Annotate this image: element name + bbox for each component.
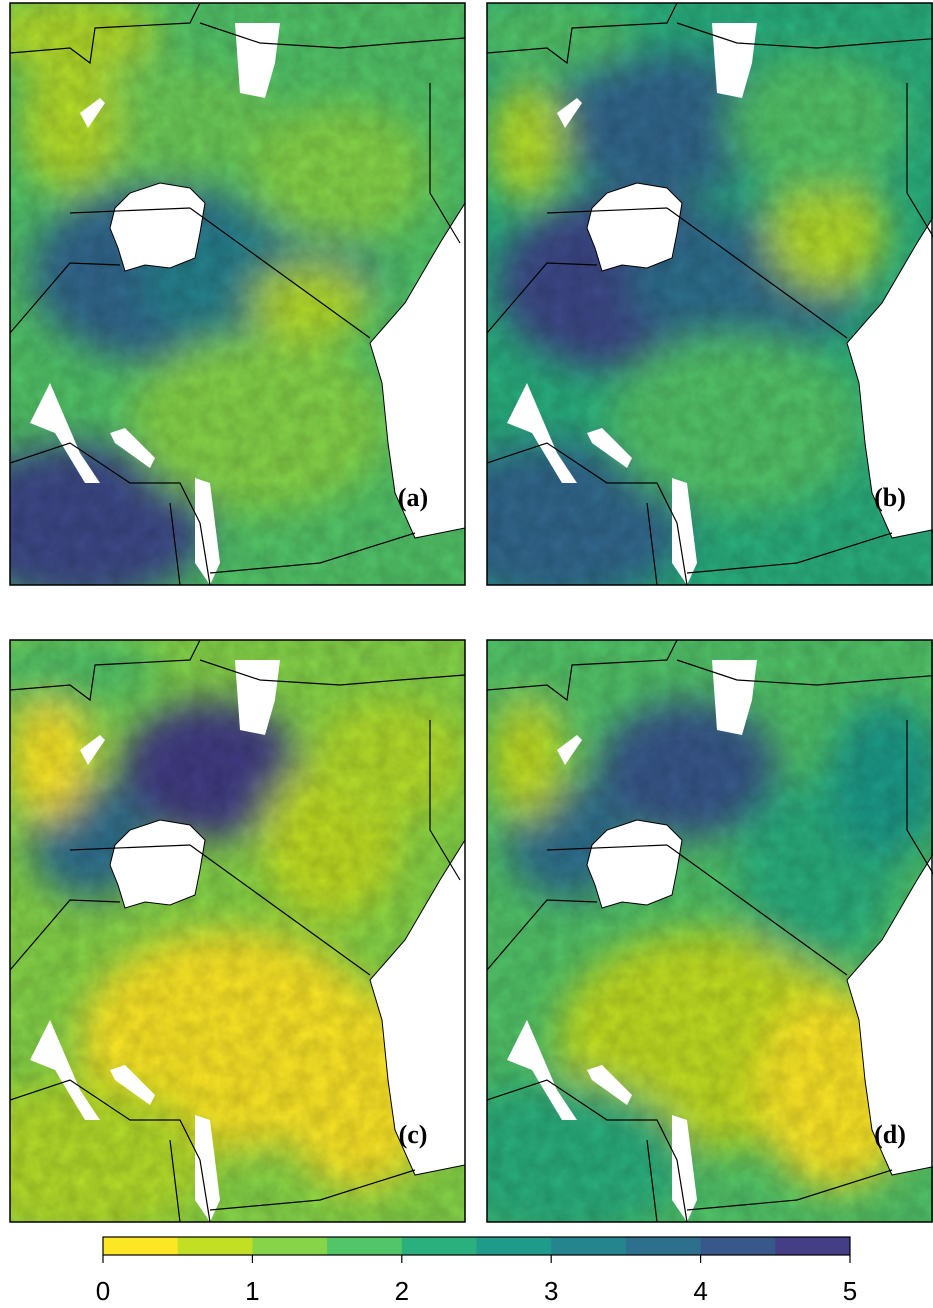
border	[69, 844, 191, 851]
water-body	[507, 383, 577, 483]
border	[169, 1139, 181, 1222]
water-body	[195, 478, 220, 585]
border	[546, 207, 668, 214]
lake-victoria	[586, 182, 683, 272]
border	[429, 83, 461, 244]
border	[10, 442, 211, 585]
border	[429, 720, 461, 881]
border	[487, 1079, 688, 1222]
ocean	[369, 202, 465, 539]
border	[487, 442, 688, 585]
border	[10, 3, 201, 65]
water-body	[110, 1065, 155, 1105]
water-body	[587, 1065, 632, 1105]
ocean	[846, 853, 933, 1176]
water-body	[235, 23, 280, 98]
water-body	[587, 428, 632, 468]
ocean	[846, 216, 933, 539]
panel-label: (b)	[874, 483, 906, 512]
panel-frame	[486, 639, 933, 1223]
colorbar-tick-label: 2	[395, 1276, 409, 1306]
border	[209, 1169, 416, 1211]
border	[169, 502, 181, 585]
panel-label: (c)	[399, 1120, 428, 1149]
border	[209, 532, 416, 574]
lake-victoria	[586, 819, 683, 909]
water-body	[195, 1115, 220, 1222]
border	[676, 659, 933, 686]
border	[189, 207, 371, 339]
border	[646, 502, 658, 585]
colorbar-frame	[102, 1236, 851, 1256]
border	[10, 899, 121, 971]
border	[189, 844, 371, 976]
border	[906, 720, 933, 875]
border	[906, 83, 933, 238]
colorbar-bin	[103, 1237, 179, 1255]
panel-frame	[486, 2, 933, 586]
border	[666, 844, 848, 976]
border	[666, 207, 848, 339]
colorbar-tick-label: 4	[693, 1276, 707, 1306]
panel-frame	[9, 639, 466, 1223]
map-panel	[487, 640, 933, 1222]
colorbar-bin	[700, 1237, 776, 1255]
water-body	[30, 1020, 100, 1120]
water-body	[110, 428, 155, 468]
border	[487, 899, 598, 971]
colorbar-bin	[327, 1237, 403, 1255]
water-body	[712, 660, 757, 735]
lake-victoria	[109, 182, 206, 272]
water-body	[712, 23, 757, 98]
border	[10, 262, 121, 334]
border	[199, 22, 465, 49]
texture	[10, 640, 465, 1222]
colorbar-bin	[401, 1237, 477, 1255]
border	[546, 844, 668, 851]
colorbar-tick-label: 1	[245, 1276, 259, 1306]
border	[487, 262, 598, 334]
border	[676, 22, 933, 49]
colorbar-bin	[476, 1237, 552, 1255]
colorbar-tick-label: 0	[96, 1276, 110, 1306]
water-body	[672, 1115, 697, 1222]
border	[10, 1079, 211, 1222]
map-panel	[487, 3, 933, 585]
texture	[487, 640, 933, 1222]
colorbar-bin	[177, 1237, 253, 1255]
water-body	[557, 98, 582, 128]
border	[69, 207, 191, 214]
water-body	[672, 478, 697, 585]
water-body	[80, 98, 105, 128]
water-body	[557, 735, 582, 765]
texture	[10, 3, 465, 585]
panel-frame	[9, 2, 466, 586]
border	[487, 640, 678, 702]
colorbar-bin	[252, 1237, 328, 1255]
map-panel	[10, 3, 465, 585]
panel-label: (a)	[398, 483, 428, 512]
colorbar-tick-label: 5	[843, 1276, 857, 1306]
water-body	[235, 660, 280, 735]
colorbar-bin	[551, 1237, 627, 1255]
map-panel	[10, 640, 465, 1222]
border	[10, 640, 201, 702]
border	[686, 1169, 893, 1211]
water-body	[80, 735, 105, 765]
ocean	[369, 839, 465, 1176]
colorbar-bin	[625, 1237, 702, 1255]
border	[646, 1139, 658, 1222]
colorbar-tick-label: 3	[544, 1276, 558, 1306]
colorbar-bin	[775, 1237, 851, 1255]
border	[487, 3, 678, 65]
texture	[487, 3, 933, 585]
panel-label: (d)	[874, 1120, 906, 1149]
border	[199, 659, 465, 686]
border	[686, 532, 893, 574]
water-body	[507, 1020, 577, 1120]
lake-victoria	[109, 819, 206, 909]
water-body	[30, 383, 100, 483]
